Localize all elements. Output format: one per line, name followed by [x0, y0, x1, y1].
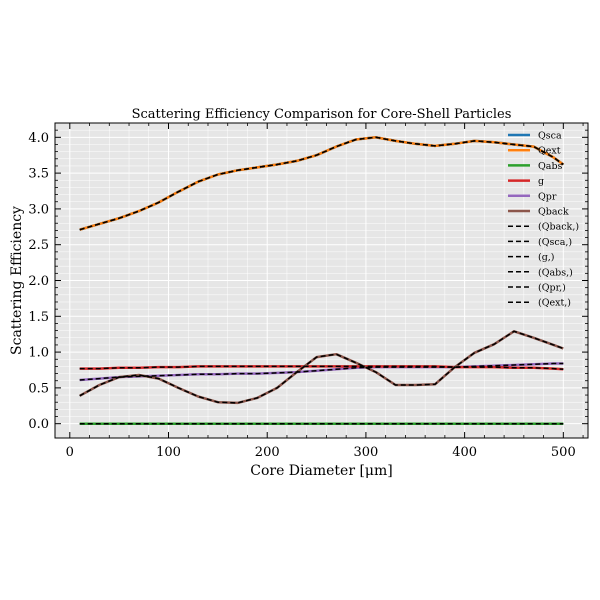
y-tick-label: 2.0 [28, 274, 49, 289]
y-tick-label: 4.0 [28, 131, 49, 146]
y-axis-label: Scattering Efficiency [9, 206, 25, 355]
axis-ticks: 0 100 200 300 400 500 0.0 0.5 1.0 1.5 2.0 2.5 3.0 3.5… [28, 122, 588, 460]
legend-label-g: g [538, 176, 544, 187]
legend-label-qext: (Qext,) [538, 298, 571, 309]
legend-label-g: (g,) [538, 252, 555, 263]
legend-label-qback: Qback [538, 207, 569, 218]
legend-label-qext: Qext [538, 146, 561, 157]
y-tick-label: 3.0 [28, 202, 49, 217]
y-tick-label: 0.0 [28, 417, 49, 432]
legend-label-qpr: (Qpr,) [538, 283, 566, 294]
plot-area: 0 100 200 300 400 500 0.0 0.5 1.0 1.5 2.0 2.5 3.0 3.5… [28, 122, 589, 460]
grid [55, 123, 588, 438]
legend-label-qabs: Qabs [538, 161, 563, 172]
x-tick-label: 100 [156, 445, 181, 460]
legend-label-qpr: Qpr [538, 191, 557, 202]
y-tick-label: 2.5 [28, 238, 49, 253]
y-tick-label: 1.5 [28, 310, 49, 325]
series-line-qback [79, 330, 564, 405]
x-tick-label: 500 [551, 445, 576, 460]
legend: Qsca Qext Qabs g Qpr Qback (Qback,) (Qsca,) (g,)… [508, 131, 579, 309]
series-line-g [79, 365, 564, 371]
legend-label-qsca: Qsca [538, 131, 562, 142]
legend-label-qback: (Qback,) [538, 222, 579, 233]
series-lines [79, 136, 565, 425]
legend-label-qabs: (Qabs,) [538, 267, 573, 278]
legend-label-qsca: (Qsca,) [538, 237, 572, 248]
series-line-qpr [79, 362, 564, 381]
chart-title: Scattering Efficiency Comparison for Cor… [132, 107, 512, 122]
x-tick-label: 200 [255, 445, 280, 460]
series-line-qext [79, 136, 564, 231]
x-tick-label: 300 [354, 445, 379, 460]
x-tick-label: 400 [452, 445, 477, 460]
x-axis-label: Core Diameter [μm] [250, 463, 393, 479]
y-tick-label: 0.5 [28, 381, 49, 396]
y-tick-label: 1.0 [28, 346, 49, 361]
y-tick-label: 3.5 [28, 167, 49, 182]
x-tick-label: 0 [66, 445, 74, 460]
